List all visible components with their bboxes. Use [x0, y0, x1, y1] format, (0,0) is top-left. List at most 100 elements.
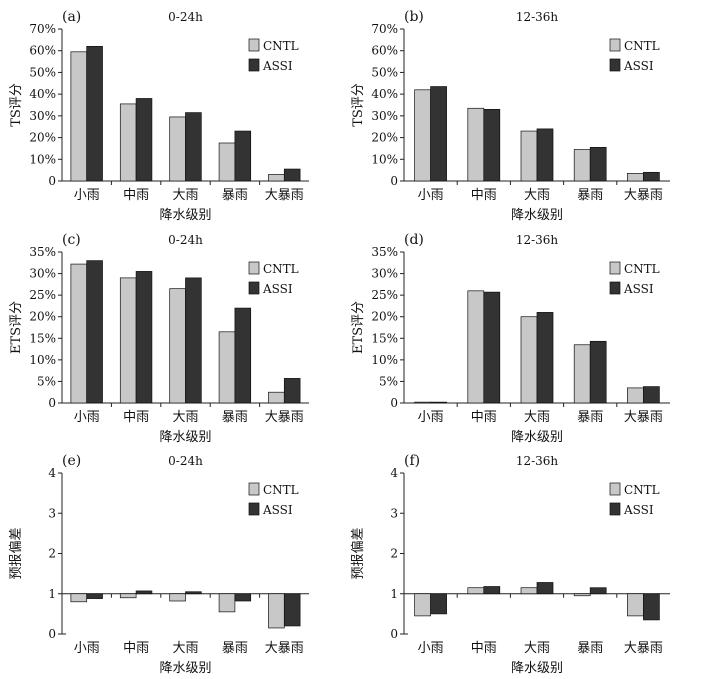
- legend-label-assi: ASSI: [262, 59, 293, 73]
- bar-assi: [283, 168, 301, 182]
- panel-title: 0-24h: [168, 454, 203, 468]
- y-tick-label: 30%: [29, 267, 56, 281]
- y-tick-label: 10%: [29, 353, 56, 367]
- legend-swatch-cntl: [609, 261, 621, 275]
- bar-cntl: [627, 593, 644, 617]
- y-tick-label: 0: [390, 627, 398, 641]
- bar-cntl: [268, 391, 285, 404]
- bar-assi: [86, 46, 103, 182]
- y-tick-label: 0: [390, 396, 398, 410]
- panel-label: (d): [404, 232, 424, 248]
- y-tick-label: 10%: [371, 353, 398, 367]
- y-tick-label: 35%: [371, 245, 398, 259]
- bar-cntl: [169, 116, 186, 182]
- panel-label: (e): [62, 453, 81, 469]
- bar-cntl: [70, 51, 88, 182]
- x-tick-label: 大暴雨: [624, 188, 663, 203]
- x-tick-label: 小雨: [418, 188, 444, 203]
- x-tick-label: 小雨: [74, 641, 100, 656]
- panel-label: (c): [62, 232, 81, 248]
- x-tick-label: 暴雨: [577, 188, 603, 203]
- panel-title: 12-36h: [516, 10, 559, 24]
- x-tick-label: 大雨: [524, 188, 550, 203]
- legend-label-cntl: CNTL: [263, 39, 299, 53]
- panel-label: (a): [62, 9, 81, 25]
- y-tick-label: 40%: [29, 87, 56, 101]
- legend-swatch-assi: [248, 502, 260, 516]
- x-tick-label: 小雨: [74, 410, 100, 425]
- bar-assi: [483, 586, 501, 595]
- bar-cntl: [573, 149, 591, 182]
- bar-assi: [430, 593, 447, 615]
- x-tick-label: 大雨: [172, 188, 198, 203]
- bar-assi: [86, 593, 103, 599]
- y-tick-label: 3: [390, 506, 398, 520]
- x-tick-label: 大雨: [524, 641, 550, 656]
- legend-swatch-cntl: [248, 38, 260, 52]
- y-tick-label: 2: [390, 547, 398, 561]
- legend-label-cntl: CNTL: [624, 262, 660, 276]
- bar-assi: [589, 146, 607, 182]
- panel-title: 0-24h: [168, 10, 203, 24]
- x-tick-label: 暴雨: [222, 641, 248, 656]
- x-tick-label: 小雨: [418, 410, 444, 425]
- legend-swatch-assi: [609, 502, 621, 516]
- x-tick-label: 中雨: [471, 641, 497, 656]
- y-tick-label: 5%: [379, 374, 398, 388]
- legend-label-assi: ASSI: [262, 282, 293, 296]
- bar-assi: [185, 591, 202, 595]
- bar-cntl: [414, 401, 431, 404]
- y-tick-label: 15%: [371, 331, 398, 345]
- y-tick-label: 0: [48, 174, 56, 188]
- y-tick-label: 50%: [371, 65, 398, 79]
- x-axis-label: 降水级别: [159, 661, 211, 676]
- x-tick-label: 中雨: [123, 641, 149, 656]
- x-axis-label: 降水级别: [159, 208, 211, 223]
- bar-cntl: [218, 331, 236, 404]
- bar-assi: [135, 590, 153, 595]
- legend-label-cntl: CNTL: [624, 483, 660, 497]
- y-tick-label: 50%: [29, 65, 56, 79]
- legend-swatch-assi: [609, 58, 621, 72]
- y-tick-label: 25%: [371, 288, 398, 302]
- y-tick-label: 10%: [371, 152, 398, 166]
- bar-cntl: [119, 277, 137, 404]
- bar-cntl: [627, 387, 644, 404]
- x-tick-label: 大雨: [172, 410, 198, 425]
- bar-cntl: [169, 593, 186, 602]
- bar-cntl: [268, 174, 285, 182]
- y-tick-label: 3: [48, 506, 56, 520]
- y-axis-label: ETS评分: [9, 301, 24, 354]
- bar-cntl: [169, 288, 186, 404]
- x-tick-label: 大暴雨: [624, 641, 663, 656]
- bar-cntl: [573, 593, 591, 597]
- legend-label-assi: ASSI: [623, 282, 654, 296]
- bar-cntl: [573, 344, 591, 404]
- x-tick-label: 暴雨: [577, 410, 603, 425]
- y-tick-label: 0: [390, 174, 398, 188]
- bar-cntl: [414, 89, 431, 182]
- x-tick-label: 暴雨: [222, 410, 248, 425]
- bar-cntl: [467, 107, 485, 182]
- y-axis-label: ETS评分: [351, 301, 366, 354]
- y-tick-label: 30%: [29, 109, 56, 123]
- panel-label: (f): [404, 453, 420, 469]
- x-axis-label: 降水级别: [511, 661, 563, 676]
- bar-cntl: [414, 593, 431, 617]
- legend-label-cntl: CNTL: [263, 262, 299, 276]
- bar-assi: [430, 86, 447, 182]
- x-tick-label: 暴雨: [577, 641, 603, 656]
- legend-swatch-cntl: [248, 261, 260, 275]
- bar-cntl: [520, 130, 538, 182]
- bar-cntl: [119, 593, 137, 599]
- x-tick-label: 小雨: [418, 641, 444, 656]
- legend-label-cntl: CNTL: [624, 39, 660, 53]
- panel-title: 12-36h: [516, 454, 559, 468]
- y-tick-label: 5%: [37, 374, 56, 388]
- bar-assi: [86, 260, 103, 404]
- y-tick-label: 2: [48, 547, 56, 561]
